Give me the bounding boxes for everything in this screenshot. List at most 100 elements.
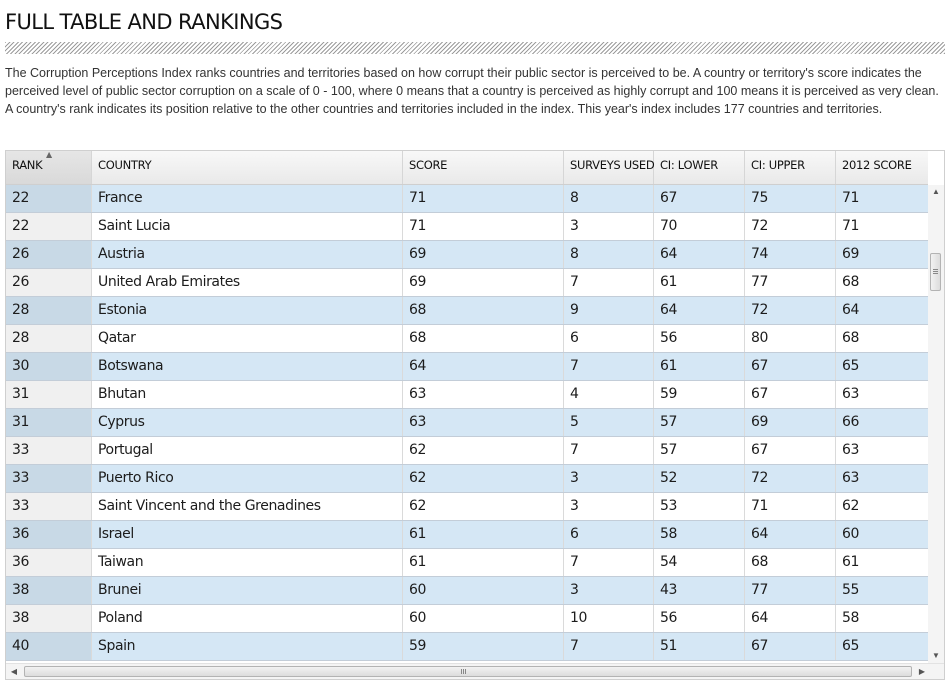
- cell-ci-upper: 80: [745, 325, 836, 352]
- scroll-right-icon[interactable]: ▶: [918, 667, 926, 676]
- cell-ci-lower: 57: [654, 409, 745, 436]
- column-header-rank[interactable]: ▲ RANK: [6, 151, 92, 184]
- cell-2012-score: 63: [842, 386, 860, 402]
- cell-country: Qatar: [92, 325, 403, 352]
- cell-surveys-used: 7: [564, 437, 654, 464]
- cell-2012-score: 66: [842, 414, 860, 430]
- scroll-down-icon[interactable]: ▼: [932, 651, 940, 660]
- cell-ci-upper: 64: [745, 605, 836, 632]
- cell-score: 63: [403, 381, 564, 408]
- cell-country: Saint Lucia: [92, 213, 403, 240]
- cell-ci-upper: 77: [745, 269, 836, 296]
- cell-country: Poland: [92, 605, 403, 632]
- table-row[interactable]: 33 Puerto Rico 62 3 52 72 63: [6, 465, 928, 493]
- cell-rank: 28: [6, 297, 92, 324]
- table-row[interactable]: 28 Estonia 68 9 64 72 64: [6, 297, 928, 325]
- cell-surveys-used: 5: [564, 409, 654, 436]
- cell-rank: 22: [6, 185, 92, 212]
- cell-surveys-used: 9: [564, 297, 654, 324]
- cell-ci-lower: 57: [654, 437, 745, 464]
- cell-ci-lower: 56: [654, 325, 745, 352]
- table-row[interactable]: 38 Brunei 60 3 43 77 55: [6, 577, 928, 605]
- scroll-left-icon[interactable]: ◀: [10, 667, 18, 676]
- cell-2012-score: 68: [842, 274, 860, 290]
- cell-rank: 38: [6, 577, 92, 604]
- cell-rank: 22: [6, 213, 92, 240]
- table-row[interactable]: 28 Qatar 68 6 56 80 68: [6, 325, 928, 353]
- cell-2012-score: 63: [842, 442, 860, 458]
- column-header-surveys-used[interactable]: SURVEYS USED: [564, 151, 655, 184]
- cell-ci-upper: 71: [745, 493, 836, 520]
- cell-ci-lower: 56: [654, 605, 745, 632]
- cell-2012-score: 68: [842, 330, 860, 346]
- table-row[interactable]: 31 Bhutan 63 4 59 67 63: [6, 381, 928, 409]
- cell-surveys-used: 8: [564, 241, 654, 268]
- column-header-ci-upper[interactable]: CI: UPPER: [745, 151, 836, 184]
- horizontal-scrollbar[interactable]: ◀ ▶: [6, 663, 944, 679]
- table-row[interactable]: 26 Austria 69 8 64 74 69: [6, 241, 928, 269]
- cell-rank: 40: [6, 633, 92, 660]
- table-row[interactable]: 33 Portugal 62 7 57 67 63: [6, 437, 928, 465]
- cell-surveys-used: 4: [564, 381, 654, 408]
- cell-rank: 26: [6, 269, 92, 296]
- cell-ci-lower: 64: [654, 297, 745, 324]
- table-row[interactable]: 31 Cyprus 63 5 57 69 66: [6, 409, 928, 437]
- horizontal-scroll-thumb[interactable]: [24, 666, 912, 677]
- cell-rank: 36: [6, 521, 92, 548]
- column-header-score[interactable]: SCORE: [403, 151, 564, 184]
- cell-rank: 31: [6, 409, 92, 436]
- cell-country: Puerto Rico: [92, 465, 403, 492]
- table-row[interactable]: 33 Saint Vincent and the Grenadines 62 3 53 7…: [6, 493, 928, 521]
- cell-rank: 38: [6, 605, 92, 632]
- cell-score: 71: [403, 213, 564, 240]
- page-title: FULL TABLE AND RANKINGS: [5, 10, 283, 34]
- cell-2012-score: 65: [842, 358, 860, 374]
- cell-rank: 33: [6, 437, 92, 464]
- cell-surveys-used: 6: [564, 325, 654, 352]
- cell-surveys-used: 10: [564, 605, 654, 632]
- cell-2012-score: 60: [842, 526, 860, 542]
- cell-surveys-used: 6: [564, 521, 654, 548]
- cell-2012-score: 63: [842, 470, 860, 486]
- cell-2012-score: 64: [842, 302, 860, 318]
- cell-2012-score: 58: [842, 610, 860, 626]
- cell-ci-upper: 74: [745, 241, 836, 268]
- cell-surveys-used: 7: [564, 549, 654, 576]
- cell-ci-upper: 72: [745, 213, 836, 240]
- cell-2012-score: 61: [842, 554, 860, 570]
- table-row[interactable]: 30 Botswana 64 7 61 67 65: [6, 353, 928, 381]
- column-header-ci-lower[interactable]: CI: LOWER: [654, 151, 745, 184]
- cell-ci-upper: 77: [745, 577, 836, 604]
- cell-2012-score: 65: [842, 638, 860, 654]
- cell-surveys-used: 3: [564, 577, 654, 604]
- vertical-scrollbar[interactable]: ▲ ▼: [928, 185, 944, 663]
- cell-country: France: [92, 185, 403, 212]
- cell-surveys-used: 8: [564, 185, 654, 212]
- table-row[interactable]: 40 Spain 59 7 51 67 65: [6, 633, 928, 661]
- table-row[interactable]: 36 Taiwan 61 7 54 68 61: [6, 549, 928, 577]
- table-row[interactable]: 38 Poland 60 10 56 64 58: [6, 605, 928, 633]
- table-row[interactable]: 36 Israel 61 6 58 64 60: [6, 521, 928, 549]
- cell-ci-upper: 68: [745, 549, 836, 576]
- cell-ci-upper: 64: [745, 521, 836, 548]
- column-header-2012-score[interactable]: 2012 SCORE: [842, 158, 912, 172]
- scroll-up-icon[interactable]: ▲: [932, 187, 940, 196]
- column-header-country[interactable]: COUNTRY: [92, 151, 403, 184]
- vertical-scroll-thumb[interactable]: [930, 253, 941, 291]
- cell-score: 62: [403, 437, 564, 464]
- table-row[interactable]: 22 France 71 8 67 75 71: [6, 185, 928, 213]
- cell-surveys-used: 7: [564, 353, 654, 380]
- cell-ci-upper: 72: [745, 465, 836, 492]
- grip-icon: [933, 269, 938, 270]
- cell-score: 62: [403, 465, 564, 492]
- cell-country: Estonia: [92, 297, 403, 324]
- column-header-label: RANK: [12, 158, 43, 172]
- cell-surveys-used: 3: [564, 493, 654, 520]
- table-row[interactable]: 22 Saint Lucia 71 3 70 72 71: [6, 213, 928, 241]
- grip-icon: [461, 669, 462, 674]
- cell-country: Taiwan: [92, 549, 403, 576]
- cell-score: 69: [403, 269, 564, 296]
- table-row[interactable]: 26 United Arab Emirates 69 7 61 77 68: [6, 269, 928, 297]
- cell-2012-score: 55: [842, 582, 860, 598]
- cell-ci-upper: 75: [745, 185, 836, 212]
